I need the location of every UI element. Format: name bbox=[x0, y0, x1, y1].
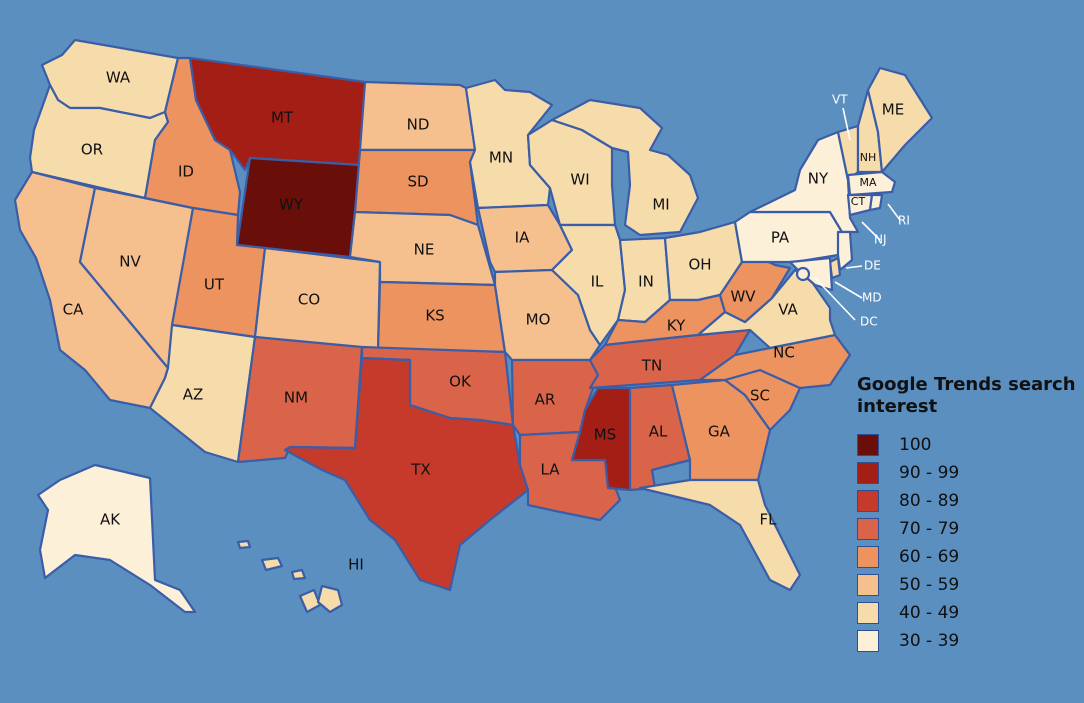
state-il[interactable] bbox=[550, 223, 627, 347]
label-nv: NV bbox=[119, 253, 141, 271]
legend-item: 40 - 49 bbox=[857, 599, 1079, 627]
legend-label: 70 - 79 bbox=[899, 519, 960, 539]
label-ca: CA bbox=[63, 301, 84, 319]
label-wi: WI bbox=[570, 171, 589, 189]
label-tx: TX bbox=[410, 461, 430, 479]
legend-item: 60 - 69 bbox=[857, 543, 1079, 571]
label-ok: OK bbox=[449, 373, 472, 391]
legend-item: 100 bbox=[857, 431, 1079, 459]
state-nj[interactable] bbox=[836, 230, 854, 272]
label-nc: NC bbox=[773, 344, 795, 362]
state-ma[interactable] bbox=[846, 170, 897, 197]
label-oh: OH bbox=[688, 256, 711, 274]
state-ms[interactable] bbox=[570, 386, 632, 492]
legend-swatch bbox=[857, 490, 879, 512]
label-ak: AK bbox=[100, 511, 121, 529]
legend-label: 50 - 59 bbox=[899, 575, 960, 595]
label-wa: WA bbox=[106, 69, 131, 87]
label-in: IN bbox=[638, 273, 654, 291]
state-labels-outside: VT NJ DE MD DC RI bbox=[832, 93, 910, 329]
state-nc[interactable] bbox=[698, 333, 852, 390]
label-mt: MT bbox=[271, 109, 294, 127]
legend-title: Google Trends search interest bbox=[857, 374, 1076, 417]
label-ny: NY bbox=[808, 170, 829, 188]
label-hi: HI bbox=[348, 556, 364, 574]
state-wi[interactable] bbox=[526, 118, 617, 227]
label-me: ME bbox=[882, 101, 904, 119]
legend-swatch bbox=[857, 546, 879, 568]
label-de: DE bbox=[864, 259, 881, 273]
legend-label: 80 - 89 bbox=[899, 491, 960, 511]
label-ky: KY bbox=[667, 317, 686, 335]
label-mo: MO bbox=[526, 311, 551, 329]
state-me[interactable] bbox=[866, 66, 934, 174]
legend-item: 30 - 39 bbox=[857, 627, 1079, 655]
legend-item: 80 - 89 bbox=[857, 487, 1079, 515]
label-co: CO bbox=[298, 291, 320, 309]
label-ne: NE bbox=[414, 241, 435, 259]
legend-item: 70 - 79 bbox=[857, 515, 1079, 543]
label-ar: AR bbox=[535, 391, 556, 409]
label-az: AZ bbox=[183, 386, 204, 404]
legend-swatch bbox=[857, 602, 879, 624]
legend-swatch bbox=[857, 518, 879, 540]
label-mi: MI bbox=[652, 196, 669, 214]
legend-swatch bbox=[857, 462, 879, 484]
label-nh: NH bbox=[860, 151, 877, 164]
label-dc: DC bbox=[860, 315, 878, 329]
label-al: AL bbox=[649, 423, 668, 441]
state-dc[interactable] bbox=[795, 266, 811, 282]
legend-swatch bbox=[857, 434, 879, 456]
label-pa: PA bbox=[771, 229, 790, 247]
legend: Google Trends search interest 100 90 - 9… bbox=[857, 374, 1079, 655]
label-ct: CT bbox=[851, 195, 866, 208]
legend-label: 100 bbox=[899, 435, 932, 455]
label-md: MD bbox=[862, 291, 882, 305]
label-ut: UT bbox=[204, 276, 225, 294]
legend-item: 50 - 59 bbox=[857, 571, 1079, 599]
state-tx[interactable] bbox=[283, 356, 530, 592]
label-sd: SD bbox=[407, 173, 428, 191]
label-ma: MA bbox=[859, 176, 876, 189]
legend-label: 30 - 39 bbox=[899, 631, 960, 651]
state-ak[interactable] bbox=[36, 463, 197, 614]
legend-label: 60 - 69 bbox=[899, 547, 960, 567]
label-fl: FL bbox=[760, 511, 778, 529]
label-vt: VT bbox=[832, 93, 848, 107]
label-nm: NM bbox=[284, 389, 308, 407]
label-la: LA bbox=[541, 461, 561, 479]
label-mn: MN bbox=[489, 149, 513, 167]
legend-label: 90 - 99 bbox=[899, 463, 960, 483]
label-id: ID bbox=[178, 163, 194, 181]
label-nj: NJ bbox=[874, 233, 887, 247]
state-mi[interactable] bbox=[550, 98, 700, 237]
label-ri: RI bbox=[898, 214, 910, 228]
label-wy: WY bbox=[279, 196, 304, 214]
label-ms: MS bbox=[594, 426, 616, 444]
legend-items: 100 90 - 99 80 - 89 70 - 79 60 - 69 50 -… bbox=[857, 431, 1079, 655]
legend-swatch bbox=[857, 574, 879, 596]
label-il: IL bbox=[591, 273, 604, 291]
state-labels: WA OR CA NV ID MT WY UT AZ CO NM ND SD N… bbox=[63, 69, 905, 574]
state-ri[interactable] bbox=[868, 193, 884, 212]
label-nd: ND bbox=[407, 116, 430, 134]
label-va: VA bbox=[778, 301, 798, 319]
label-sc: SC bbox=[750, 387, 770, 405]
legend-swatch bbox=[857, 630, 879, 652]
state-hi[interactable] bbox=[236, 539, 344, 614]
label-ia: IA bbox=[515, 229, 530, 247]
label-wv: WV bbox=[730, 288, 756, 306]
legend-item: 90 - 99 bbox=[857, 459, 1079, 487]
label-or: OR bbox=[81, 141, 103, 159]
label-ks: KS bbox=[425, 307, 444, 325]
state-fl[interactable] bbox=[638, 478, 802, 592]
label-ga: GA bbox=[708, 423, 731, 441]
leader-lines bbox=[814, 107, 901, 321]
label-tn: TN bbox=[641, 357, 662, 375]
legend-label: 40 - 49 bbox=[899, 603, 960, 623]
